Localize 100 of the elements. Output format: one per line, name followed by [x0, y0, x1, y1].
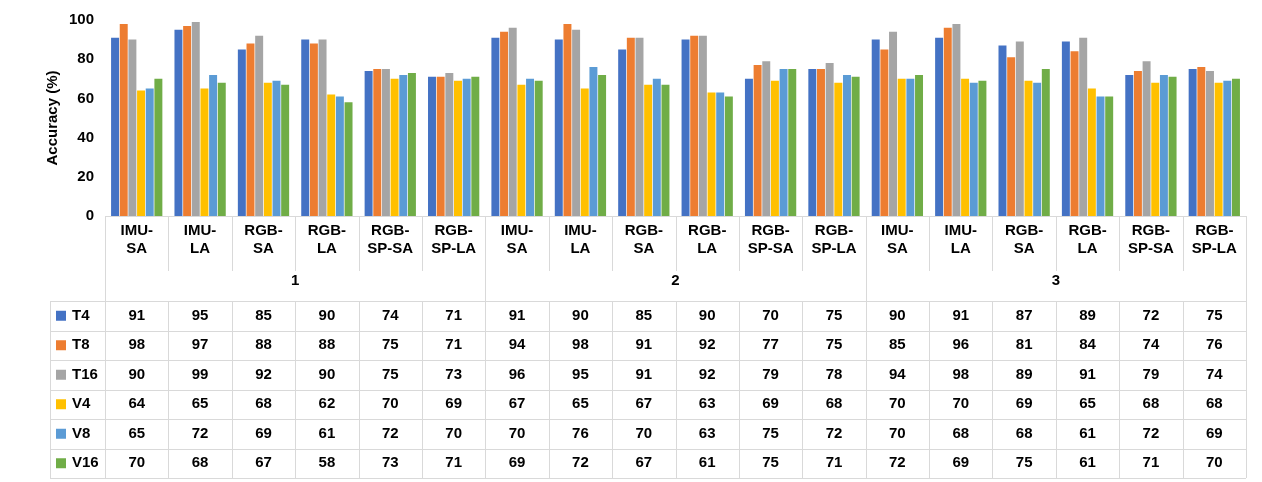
bar: [462, 78, 471, 216]
bar: [471, 76, 480, 216]
data-label: 72: [889, 453, 906, 471]
data-label: 70: [381, 394, 399, 412]
data-label: 65: [191, 394, 209, 412]
data-label: 61: [1079, 423, 1096, 441]
data-label: 69: [255, 423, 272, 441]
bar: [373, 69, 382, 216]
data-label: 61: [698, 453, 716, 471]
data-label: 69: [1205, 423, 1223, 441]
bar: [880, 49, 889, 216]
x-tick-label: RGB-SP-LA: [431, 221, 477, 257]
text: 1: [291, 271, 300, 289]
data-label: 70: [635, 423, 653, 441]
bar: [344, 102, 353, 216]
bar: [390, 78, 399, 216]
bar: [217, 82, 226, 216]
data-label: 64: [128, 394, 146, 412]
bar: [744, 78, 753, 216]
bar: [1223, 80, 1232, 216]
data-label: 90: [128, 364, 146, 382]
data-label: 91: [635, 364, 653, 382]
x-tick-label: RGB-SA: [244, 221, 283, 257]
data-label: 70: [128, 453, 146, 471]
data-label: 69: [508, 453, 526, 471]
bar: [183, 25, 192, 216]
data-label: 75: [825, 335, 843, 353]
bar: [598, 74, 607, 216]
bar: [563, 23, 572, 216]
data-label: 98: [952, 364, 970, 382]
bar: [572, 29, 581, 216]
data-label: 95: [572, 364, 589, 382]
x-tick-label: RGB-SP-LA: [811, 221, 857, 257]
x-tick-label: RGB-SA: [1004, 221, 1044, 257]
bar: [1197, 67, 1206, 216]
data-label: 78: [825, 364, 843, 382]
bar: [652, 78, 661, 216]
bar: [517, 84, 526, 216]
data-label: 74: [381, 305, 400, 323]
bar: [1142, 61, 1151, 216]
data-label: 58: [318, 453, 336, 471]
data-label: 70: [952, 394, 970, 412]
bar: [707, 92, 716, 216]
legend-label: V4: [72, 394, 91, 412]
data-label: 91: [952, 305, 970, 323]
data-label: 72: [1142, 423, 1160, 441]
data-label: 94: [508, 335, 527, 353]
data-label: 75: [762, 423, 779, 441]
bar: [1070, 51, 1079, 216]
bar: [128, 39, 137, 216]
data-label: 71: [825, 453, 843, 471]
bar: [508, 27, 517, 216]
data-label: 70: [1205, 453, 1223, 471]
data-label: 81: [1015, 335, 1033, 353]
bar: [1061, 41, 1070, 216]
data-label: 68: [191, 453, 209, 471]
bar: [174, 29, 183, 216]
bar: [871, 39, 880, 216]
data-label: 67: [635, 394, 653, 412]
bar: [943, 27, 952, 216]
data-label: 70: [889, 394, 906, 412]
bar: [111, 37, 120, 216]
data-label: 91: [1079, 364, 1096, 382]
bar: [237, 49, 246, 216]
x-tick-label: RGB-LA: [307, 221, 347, 257]
data-label: 79: [762, 364, 779, 382]
bar: [318, 39, 327, 216]
data-label: 99: [191, 364, 209, 382]
bar: [906, 78, 915, 216]
y-tick-label: 40: [77, 127, 95, 145]
data-label: 69: [952, 453, 970, 471]
bar: [407, 72, 416, 216]
data-label: 68: [952, 423, 970, 441]
data-label: 68: [1015, 423, 1033, 441]
data-label: 69: [762, 394, 779, 412]
x-tick-label: RGB-SP-LA: [1191, 221, 1237, 257]
data-label: 96: [952, 335, 970, 353]
bar: [119, 23, 128, 216]
bar: [137, 90, 146, 216]
bar: [200, 88, 209, 216]
bar: [534, 80, 543, 216]
x-tick-label: RGB-LA: [688, 221, 727, 257]
x-tick-label: RGB-LA: [1068, 221, 1107, 257]
data-label: 72: [825, 423, 843, 441]
bar: [436, 76, 445, 216]
data-label: 98: [572, 335, 589, 353]
bar: [1151, 82, 1160, 216]
bar: [335, 96, 344, 216]
bar: [454, 80, 462, 216]
data-label: 92: [698, 335, 716, 353]
x-tick-label: IMU-LA: [183, 221, 217, 257]
data-label: 72: [1142, 305, 1160, 323]
x-tick-label: IMU-SA: [881, 221, 914, 257]
x-tick-label: IMU-SA: [500, 221, 534, 257]
bar: [1024, 80, 1033, 216]
data-label: 75: [381, 364, 399, 382]
bar: [770, 80, 779, 216]
bar: [1105, 96, 1114, 216]
data-label: 67: [635, 453, 653, 471]
bar: [851, 76, 860, 216]
